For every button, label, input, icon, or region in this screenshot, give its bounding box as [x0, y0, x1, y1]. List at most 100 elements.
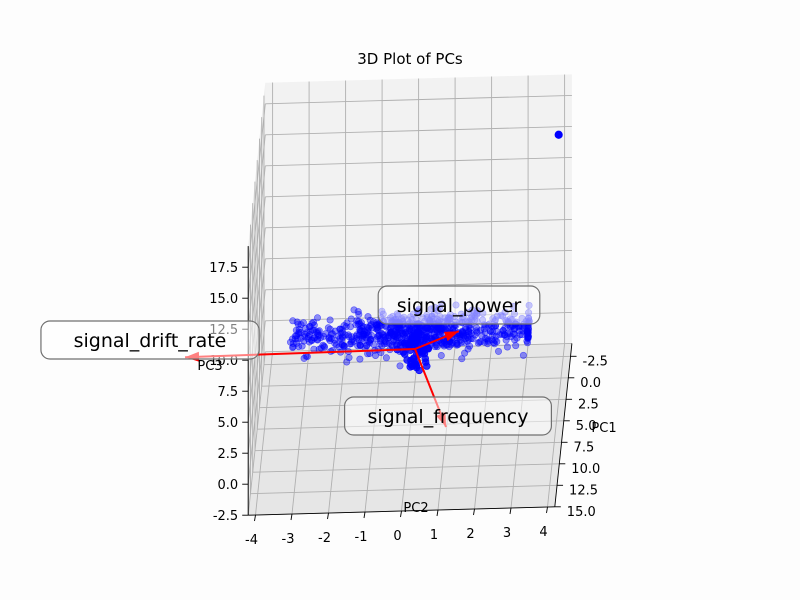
data-point — [300, 354, 308, 362]
data-point — [356, 341, 364, 349]
grid-line — [255, 351, 274, 516]
z-tick-label: 17.5 — [209, 261, 238, 276]
data-point — [410, 332, 418, 341]
x-axis-label: PC1 — [591, 421, 616, 436]
data-point — [374, 332, 382, 340]
y-tick-label: -1 — [355, 530, 368, 545]
x-tick-label: 15.0 — [567, 505, 596, 520]
y-tick-label: 3 — [503, 526, 511, 541]
data-point — [372, 321, 380, 329]
data-point — [298, 342, 306, 350]
data-point — [337, 329, 345, 337]
grid-line — [265, 187, 572, 198]
loading-label-box — [40, 320, 260, 360]
y-tick-mark — [254, 514, 256, 522]
data-point — [363, 341, 371, 349]
data-point — [423, 362, 431, 370]
data-point — [520, 324, 528, 332]
data-point — [326, 316, 334, 324]
data-point — [350, 306, 358, 314]
grid-line — [265, 249, 572, 260]
data-point — [486, 327, 494, 335]
y-axis-label: PC2 — [403, 501, 428, 516]
data-point — [343, 358, 351, 366]
data-point — [356, 341, 364, 349]
data-point — [477, 338, 485, 346]
loading-label-box — [377, 285, 541, 325]
grid-line — [265, 94, 572, 105]
data-point — [436, 325, 444, 333]
y-tick-mark — [400, 510, 402, 518]
data-point — [319, 332, 327, 340]
chart-title: 3D Plot of PCs — [357, 50, 463, 68]
data-point — [340, 342, 348, 350]
data-point — [331, 339, 339, 347]
y-tick-label: -2 — [318, 531, 331, 546]
data-point — [493, 338, 501, 346]
data-point — [355, 310, 363, 318]
y-tick-label: 2 — [466, 527, 474, 542]
x-tick-label: 5.0 — [576, 419, 597, 434]
data-point — [481, 328, 489, 336]
data-point — [382, 354, 390, 362]
data-point — [313, 314, 321, 322]
data-point — [458, 355, 466, 363]
x-tick-label: -2.5 — [583, 354, 608, 369]
data-point — [398, 329, 406, 337]
data-point — [364, 331, 372, 339]
data-point — [511, 325, 519, 333]
data-point — [365, 339, 373, 347]
data-point — [356, 355, 364, 363]
data-point — [292, 326, 300, 334]
z-tick-label: 7.5 — [218, 385, 239, 400]
data-point — [389, 331, 397, 339]
x-tick-label: 2.5 — [578, 397, 599, 412]
data-point — [370, 340, 378, 348]
data-point — [503, 343, 511, 351]
data-point — [459, 328, 467, 336]
y-tick-label: 1 — [430, 528, 438, 543]
data-point — [463, 337, 471, 345]
y-tick-mark — [509, 507, 512, 515]
y-tick-label: -4 — [245, 533, 258, 548]
data-point — [305, 338, 313, 346]
z-tick-label: 5.0 — [218, 416, 239, 431]
data-point — [313, 335, 321, 343]
data-point — [310, 345, 318, 353]
data-point — [381, 333, 389, 341]
data-point — [510, 330, 518, 338]
grid-line — [252, 463, 560, 473]
data-point — [327, 334, 335, 342]
data-point — [326, 325, 334, 333]
data-point — [338, 328, 346, 336]
data-point — [347, 315, 355, 323]
grid-line — [247, 351, 266, 516]
data-point — [421, 354, 429, 363]
x-tick-label: 7.5 — [574, 440, 595, 455]
data-point — [350, 337, 358, 345]
loading-arrow-head — [443, 331, 459, 342]
data-point — [354, 308, 362, 316]
grid-line — [261, 377, 569, 387]
grid-line — [328, 349, 347, 514]
data-point — [343, 319, 351, 327]
data-point — [502, 336, 510, 344]
data-point — [473, 328, 481, 336]
y-tick-label: 4 — [539, 525, 547, 540]
loading-label-box — [344, 396, 553, 436]
y-tick-mark — [473, 508, 475, 516]
tick-labels: -4 -3 -2 -1 0 1 2 3 4 -2.5 0.0 2.5 5.0 7.5 10.0 12.5 15.… — [209, 261, 608, 548]
data-point — [423, 333, 431, 341]
data-point — [469, 335, 477, 343]
loading-label: signal_drift_rate — [74, 330, 227, 352]
data-point — [294, 320, 302, 328]
grid-line — [265, 218, 572, 229]
data-point — [461, 349, 469, 357]
data-point — [352, 321, 360, 329]
x-axis-line — [554, 343, 573, 507]
y-tick-mark — [436, 509, 439, 517]
grid-line — [254, 441, 562, 452]
z-tick-label: 2.5 — [218, 447, 239, 462]
data-point — [293, 339, 301, 347]
data-point — [494, 347, 502, 355]
